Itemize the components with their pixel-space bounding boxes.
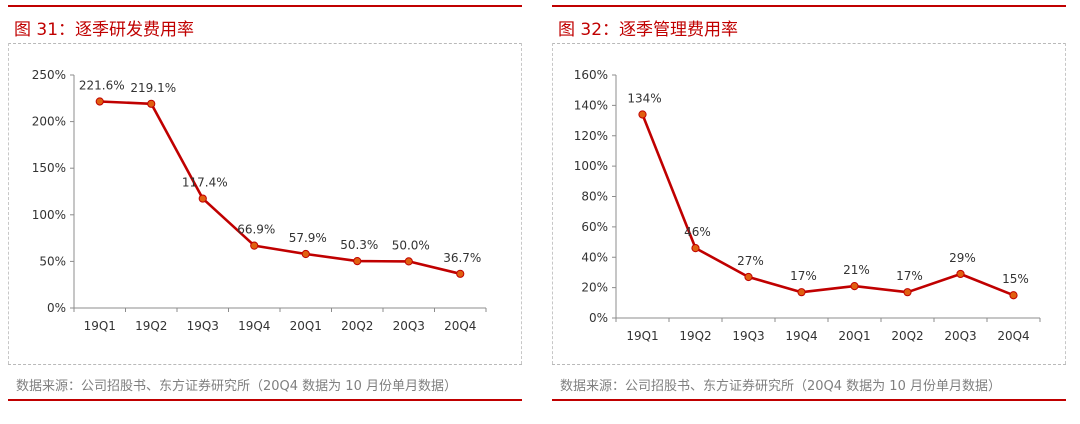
- data-point: [691, 244, 700, 253]
- data-label: 27%: [737, 254, 764, 268]
- y-tick-label: 40%: [581, 250, 608, 264]
- y-tick-label: 20%: [581, 281, 608, 295]
- y-tick-label: 0%: [589, 311, 608, 325]
- y-tick-label: 120%: [574, 129, 608, 143]
- top-accent-line: [552, 5, 1066, 7]
- data-label: 134%: [627, 91, 661, 105]
- x-tick-label: 20Q2: [891, 329, 923, 343]
- chart-title: 图 32：逐季管理费用率: [558, 20, 739, 40]
- bottom-accent-line: [8, 399, 522, 401]
- data-label: 21%: [843, 263, 870, 277]
- rd-expense-line-chart: 0% 50% 100% 150% 200% 250% 19Q1 19Q2 19Q3 19Q4 20Q…: [32, 68, 487, 333]
- data-point: [456, 269, 465, 278]
- data-point: [956, 269, 965, 279]
- source-bar: 数据来源：公司招股书、东方证券研究所（20Q4 数据为 10 月份单月数据）: [552, 364, 1066, 399]
- data-point: [903, 288, 912, 297]
- data-point: [147, 99, 156, 108]
- data-point: [301, 249, 310, 259]
- data-label: 221.6%: [79, 78, 125, 92]
- bottom-accent-line: [552, 399, 1066, 401]
- data-label: 46%: [684, 225, 711, 239]
- data-label: 15%: [1002, 272, 1029, 286]
- x-tick-label: 20Q3: [393, 319, 425, 333]
- y-tick-label: 140%: [574, 98, 608, 112]
- y-tick-label: 60%: [581, 220, 608, 234]
- chart-title-bar: 图 31：逐季研发费用率: [8, 7, 522, 44]
- data-point: [250, 241, 259, 250]
- chart-title: 图 31：逐季研发费用率: [14, 20, 195, 40]
- data-point: [95, 97, 104, 106]
- y-tick-label: 0%: [47, 301, 66, 315]
- series-line: [641, 114, 1014, 297]
- y-tick-label: 80%: [581, 190, 608, 204]
- x-tick-label: 20Q4: [997, 329, 1029, 343]
- data-point: [198, 194, 207, 203]
- x-tick-label: 20Q3: [944, 329, 976, 343]
- chart-source-note: 数据来源：公司招股书、东方证券研究所（20Q4 数据为 10 月份单月数据）: [16, 379, 457, 394]
- data-point: [797, 288, 806, 297]
- chart-source-note: 数据来源：公司招股书、东方证券研究所（20Q4 数据为 10 月份单月数据）: [560, 379, 1001, 394]
- data-label: 50.3%: [340, 238, 378, 252]
- x-tick-label: 19Q4: [785, 329, 817, 343]
- top-accent-line: [8, 5, 522, 7]
- x-tick-label: 19Q3: [732, 329, 764, 343]
- y-tick-label: 100%: [574, 159, 608, 173]
- data-label: 36.7%: [443, 251, 481, 265]
- y-tick-label: 100%: [32, 208, 66, 222]
- data-point: [744, 272, 753, 282]
- admin-expense-chart-panel: 图 32：逐季管理费用率 0% 20% 40% 60% 80% 100% 120% 140% 1…: [552, 0, 1066, 402]
- data-point: [404, 257, 413, 266]
- data-point: [638, 110, 647, 119]
- x-tick-label: 19Q1: [84, 319, 116, 333]
- x-tick-label: 19Q2: [135, 319, 167, 333]
- x-tick-label: 20Q1: [290, 319, 322, 333]
- data-label: 29%: [949, 251, 976, 265]
- data-point: [1009, 291, 1018, 300]
- x-tick-label: 20Q1: [838, 329, 870, 343]
- y-tick-label: 160%: [574, 68, 608, 82]
- data-label: 17%: [790, 269, 817, 283]
- data-label: 117.4%: [182, 176, 228, 190]
- plot-frame: [552, 43, 1066, 364]
- data-label: 50.0%: [392, 238, 430, 252]
- y-tick-label: 150%: [32, 161, 66, 175]
- rd-expense-chart-panel: 图 31：逐季研发费用率 0% 50% 100% 150% 200% 250% 19Q1 19…: [8, 0, 522, 402]
- series-line: [99, 100, 461, 276]
- data-label: 57.9%: [289, 231, 327, 245]
- data-point: [850, 282, 859, 291]
- x-tick-label: 20Q4: [444, 319, 476, 333]
- x-tick-label: 20Q2: [341, 319, 373, 333]
- y-tick-label: 200%: [32, 115, 66, 129]
- data-label: 66.9%: [237, 223, 275, 237]
- x-tick-label: 19Q2: [679, 329, 711, 343]
- admin-expense-line-chart: 0% 20% 40% 60% 80% 100% 120% 140% 160% 19Q1 19Q2 19…: [574, 68, 1041, 343]
- y-tick-label: 250%: [32, 68, 66, 82]
- x-tick-label: 19Q3: [187, 319, 219, 333]
- data-label: 17%: [896, 269, 923, 283]
- x-tick-label: 19Q1: [626, 329, 658, 343]
- chart-title-bar: 图 32：逐季管理费用率: [552, 7, 1066, 44]
- x-tick-label: 19Q4: [238, 319, 270, 333]
- data-point: [353, 257, 362, 266]
- y-tick-label: 50%: [39, 254, 66, 268]
- data-label: 219.1%: [130, 81, 176, 95]
- source-bar: 数据来源：公司招股书、东方证券研究所（20Q4 数据为 10 月份单月数据）: [8, 364, 522, 399]
- plot-frame: [8, 43, 522, 364]
